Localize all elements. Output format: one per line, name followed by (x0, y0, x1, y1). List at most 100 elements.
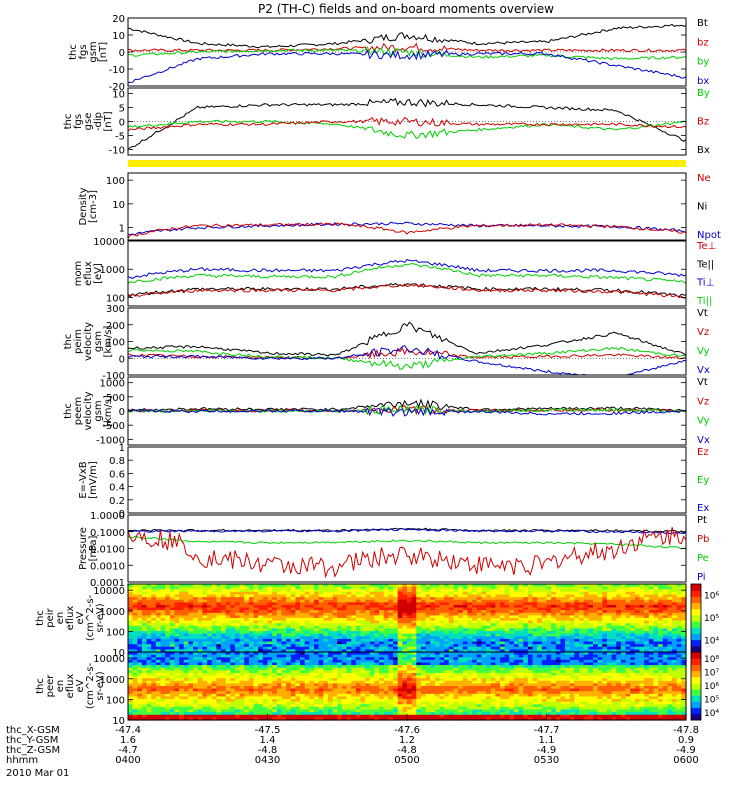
spectrogram-cell (197, 717, 203, 721)
spectrogram-cell (611, 615, 617, 619)
spectrogram-cell (583, 620, 589, 624)
spectrogram-cell (383, 657, 389, 661)
spectrogram-cell (281, 714, 287, 718)
spectrogram-cell (365, 714, 371, 718)
spectrogram-cell (221, 665, 227, 669)
spectrogram-cell (388, 712, 394, 716)
spectrogram-cell (304, 680, 310, 684)
spectrogram-cell (128, 717, 134, 721)
spectrogram-cell (369, 597, 376, 601)
spectrogram-cell (314, 591, 320, 596)
spectrogram-cell (620, 631, 627, 635)
spectrogram-cell (416, 631, 422, 635)
spectrogram-cell (146, 693, 152, 698)
spectrogram-cell (169, 678, 176, 682)
spectrogram-cell (332, 599, 338, 603)
spectrogram-cell (644, 615, 650, 619)
spectrogram-cell (639, 649, 645, 653)
spectrogram-cell (239, 699, 245, 703)
spectrogram-cell (141, 597, 148, 601)
spectrogram-cell (388, 636, 394, 640)
spectrogram-cell (681, 625, 687, 630)
spectrogram-cell (513, 644, 520, 648)
spectrogram-cell (634, 641, 641, 645)
spectrogram-cell (611, 594, 617, 598)
spectrogram-cell (606, 628, 613, 632)
spectrogram-cell (188, 615, 194, 619)
spectrogram-cell (272, 620, 278, 624)
spectrogram-cell (407, 670, 413, 674)
spectrogram-cell (262, 604, 269, 609)
spectrogram-cell (160, 628, 166, 632)
spectrogram-cell (448, 633, 455, 637)
spectrogram-cell (411, 693, 417, 698)
spectrogram-cell (197, 696, 203, 700)
spectrogram-cell (365, 693, 371, 698)
spectrogram-cell (551, 644, 557, 648)
spectrogram-cell (644, 638, 650, 643)
spectrogram-cell (253, 649, 259, 653)
spectrogram-cell (620, 584, 627, 588)
spectrogram-cell (402, 701, 408, 705)
spectrogram-cell (304, 659, 310, 664)
spectrogram-cell (239, 584, 245, 588)
spectrogram-cell (588, 602, 594, 606)
spectrogram-cell (579, 612, 585, 616)
spectrogram-cell (128, 633, 134, 637)
spectrogram-cell (476, 628, 482, 632)
spectrogram-cell (397, 584, 403, 588)
spectrogram-cell (648, 641, 655, 645)
spectrogram-cell (569, 612, 575, 616)
legend-label: Bz (697, 117, 709, 128)
spectrogram-cell (555, 631, 562, 635)
spectrogram-cell (388, 706, 394, 711)
spectrogram-cell (327, 706, 334, 711)
y-axis-label-line: fgs (73, 114, 84, 129)
spectrogram-cell (151, 631, 157, 635)
spectrogram-cell (300, 586, 306, 590)
spectrogram-cell (397, 667, 403, 671)
spectrogram-cell (258, 604, 264, 609)
spectrogram-cell (230, 594, 236, 598)
spectrogram-cell (388, 604, 394, 609)
spectrogram-cell (327, 667, 334, 671)
spectrogram-cell (379, 693, 385, 698)
spectrogram-cell (490, 591, 496, 596)
spectrogram-cell (355, 672, 362, 677)
spectrogram-cell (146, 631, 152, 635)
spectrogram-cell (202, 594, 208, 598)
spectrogram-cell (137, 717, 143, 721)
spectrogram-cell (248, 646, 255, 650)
spectrogram-cell (183, 662, 190, 666)
spectrogram-cell (393, 667, 399, 671)
spectrogram-cell (365, 584, 371, 588)
spectrogram-cell (253, 686, 259, 690)
spectrogram-cell (458, 644, 464, 648)
spectrogram-cell (481, 623, 487, 627)
spectrogram-cell (188, 604, 194, 609)
spectrogram-cell (276, 704, 283, 708)
spectrogram-cell (290, 714, 296, 718)
spectrogram-cell (532, 604, 538, 609)
spectrogram-cell (169, 686, 176, 690)
spectrogram-cell (323, 636, 329, 640)
spectrogram-cell (318, 680, 324, 684)
spectrogram-cell (207, 709, 213, 713)
spectrogram-cell (374, 615, 380, 619)
spectrogram-cell (486, 599, 492, 603)
spectrogram-cell (625, 638, 631, 643)
spectrogram-cell (402, 641, 408, 645)
spectrogram-cell (211, 623, 217, 627)
spectrogram-cell (407, 672, 413, 677)
spectrogram-cell (318, 652, 324, 656)
spectrogram-cell (537, 625, 543, 630)
spectrogram-cell (216, 586, 222, 590)
spectrogram-cell (407, 683, 413, 687)
spectrogram-cell (276, 586, 283, 590)
series-line-bx (127, 49, 687, 84)
spectrogram-cell (337, 659, 343, 664)
spectrogram-cell (360, 636, 366, 640)
spectrogram-cell (341, 701, 348, 705)
spectrogram-cell (253, 680, 259, 684)
spectrogram-cell (155, 688, 162, 692)
